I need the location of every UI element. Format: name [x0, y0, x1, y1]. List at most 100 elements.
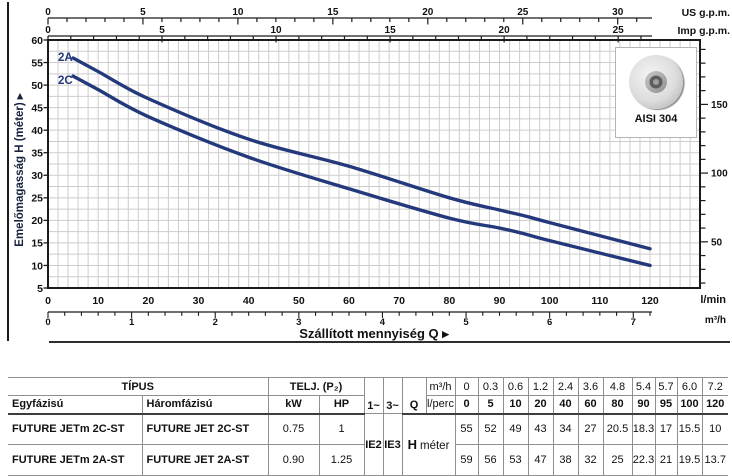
feet-scale: 50 100 150	[701, 48, 728, 284]
us-gpm-axis-label: US g.p.m.	[681, 7, 730, 19]
svg-text:15: 15	[385, 25, 397, 36]
model-single-phase: FUTURE JETm 2A-ST	[8, 444, 143, 476]
grid	[49, 41, 699, 287]
svg-text:20: 20	[142, 295, 154, 307]
hp-value: 1.25	[318, 444, 365, 476]
single-phase-symbol: 1~	[363, 377, 384, 414]
q-lperc-value: 10	[502, 395, 529, 415]
svg-text:45: 45	[31, 102, 43, 114]
q-lperc-value: 100	[676, 395, 703, 415]
lperc-unit-label: l/perc	[425, 395, 456, 415]
h-value-2c: 10	[701, 413, 728, 445]
imp-gpm-axis-label: Imp g.p.m.	[677, 25, 731, 37]
curve-2A	[71, 56, 652, 251]
h-value-2c: 27	[577, 413, 604, 445]
h-value-2a: 56	[477, 444, 504, 476]
svg-text:7: 7	[631, 317, 636, 328]
svg-text:50: 50	[711, 237, 723, 248]
q-lperc-value: 95	[654, 395, 678, 415]
svg-text:3: 3	[296, 317, 301, 328]
m3h-unit-label: m³/h	[425, 377, 456, 396]
plot-border	[47, 39, 701, 289]
svg-text:15: 15	[327, 7, 339, 18]
h-value-2c: 43	[527, 413, 554, 445]
svg-text:100: 100	[711, 169, 728, 180]
svg-text:10: 10	[232, 7, 244, 18]
svg-text:5: 5	[463, 317, 469, 328]
three-phase-symbol: 3~	[382, 377, 403, 414]
svg-text:0: 0	[45, 317, 50, 328]
h-value-2c: 20.5	[602, 413, 633, 445]
h-value-2a: 38	[552, 444, 579, 476]
q-lperc-value: 40	[552, 395, 579, 415]
q-header: Q	[401, 377, 427, 415]
svg-text:30: 30	[31, 170, 43, 182]
svg-text:35: 35	[31, 148, 43, 160]
q-m3h-value: 0	[454, 377, 479, 396]
pump-curves: 2A 2C	[58, 52, 652, 268]
svg-text:110: 110	[591, 295, 608, 307]
svg-text:50: 50	[31, 80, 43, 92]
tipus-header: TÍPUS	[8, 377, 269, 396]
q-m3h-value: 7.2	[701, 377, 728, 396]
h-value-2c: 55	[454, 413, 479, 445]
svg-text:55: 55	[31, 57, 43, 69]
h-value-2a: 19.5	[676, 444, 703, 476]
svg-text:5: 5	[140, 7, 146, 18]
hp-column-header: HP	[318, 395, 365, 415]
svg-text:30: 30	[193, 295, 205, 307]
q-m3h-value: 2.4	[552, 377, 579, 396]
y-axis-ticks: 5 10 15 20 25 30 35 40 45 50 55 60	[31, 35, 48, 295]
h-value-2c: 52	[477, 413, 504, 445]
lmin-axis-label: l/min	[700, 294, 726, 306]
q-m3h-value: 5.7	[654, 377, 678, 396]
section-divider-rule	[49, 341, 730, 343]
q-m3h-value: 0.6	[502, 377, 529, 396]
h-value-2a: 47	[527, 444, 554, 476]
curve-label-2A: 2A	[58, 52, 73, 64]
q-lperc-value: 90	[631, 395, 656, 415]
h-value-2a: 59	[454, 444, 479, 476]
svg-text:4: 4	[380, 317, 386, 328]
kw-column-header: kW	[267, 395, 320, 415]
top-scale-us-gpm: 0 5 10 15 20 25 30	[45, 7, 652, 25]
model-three-phase: FUTURE JET 2A-ST	[141, 444, 269, 476]
x-axis-labels: 0 10 20 30 40 50 60 70 80 90 100 110 120	[45, 295, 659, 307]
q-lperc-value: 5	[477, 395, 504, 415]
single-phase-column-header: Egyfázisú	[8, 395, 143, 415]
q-lperc-value: 0	[454, 395, 479, 415]
svg-text:60: 60	[31, 35, 43, 47]
ie2-badge: IE2	[363, 413, 384, 476]
model-three-phase: FUTURE JET 2C-ST	[141, 413, 269, 445]
q-m3h-value: 6.0	[676, 377, 703, 396]
q-lperc-value: 120	[701, 395, 728, 415]
q-lperc-value: 60	[577, 395, 604, 415]
svg-text:0: 0	[45, 25, 51, 36]
q-m3h-value: 0.3	[477, 377, 504, 396]
impeller-hub-center	[653, 79, 659, 85]
svg-text:1: 1	[129, 317, 135, 328]
svg-text:25: 25	[517, 7, 529, 18]
svg-text:5: 5	[37, 283, 43, 295]
h-value-2c: 34	[552, 413, 579, 445]
svg-text:5: 5	[159, 25, 165, 36]
h-unit: méter	[420, 440, 450, 453]
h-value-2a: 22.3	[631, 444, 656, 476]
q-lperc-value: 80	[602, 395, 633, 415]
power-header: TELJ. (P₂)	[267, 377, 365, 396]
svg-text:20: 20	[422, 7, 434, 18]
q-m3h-value: 5.4	[631, 377, 656, 396]
h-value-2c: 17	[654, 413, 678, 445]
h-value-2a: 25	[602, 444, 633, 476]
curve-label-2C: 2C	[58, 75, 73, 87]
spec-table: TÍPUS TELJ. (P₂) 1~ 3~ Q m³/h 0 0.3 0.6 1.2…	[8, 377, 728, 476]
h-value-2c: 49	[502, 413, 529, 445]
svg-text:10: 10	[92, 295, 104, 307]
q-lperc-value: 20	[527, 395, 554, 415]
svg-text:120: 120	[641, 295, 659, 307]
svg-text:80: 80	[443, 295, 455, 307]
svg-text:50: 50	[293, 295, 305, 307]
q-m3h-value: 4.8	[602, 377, 633, 396]
